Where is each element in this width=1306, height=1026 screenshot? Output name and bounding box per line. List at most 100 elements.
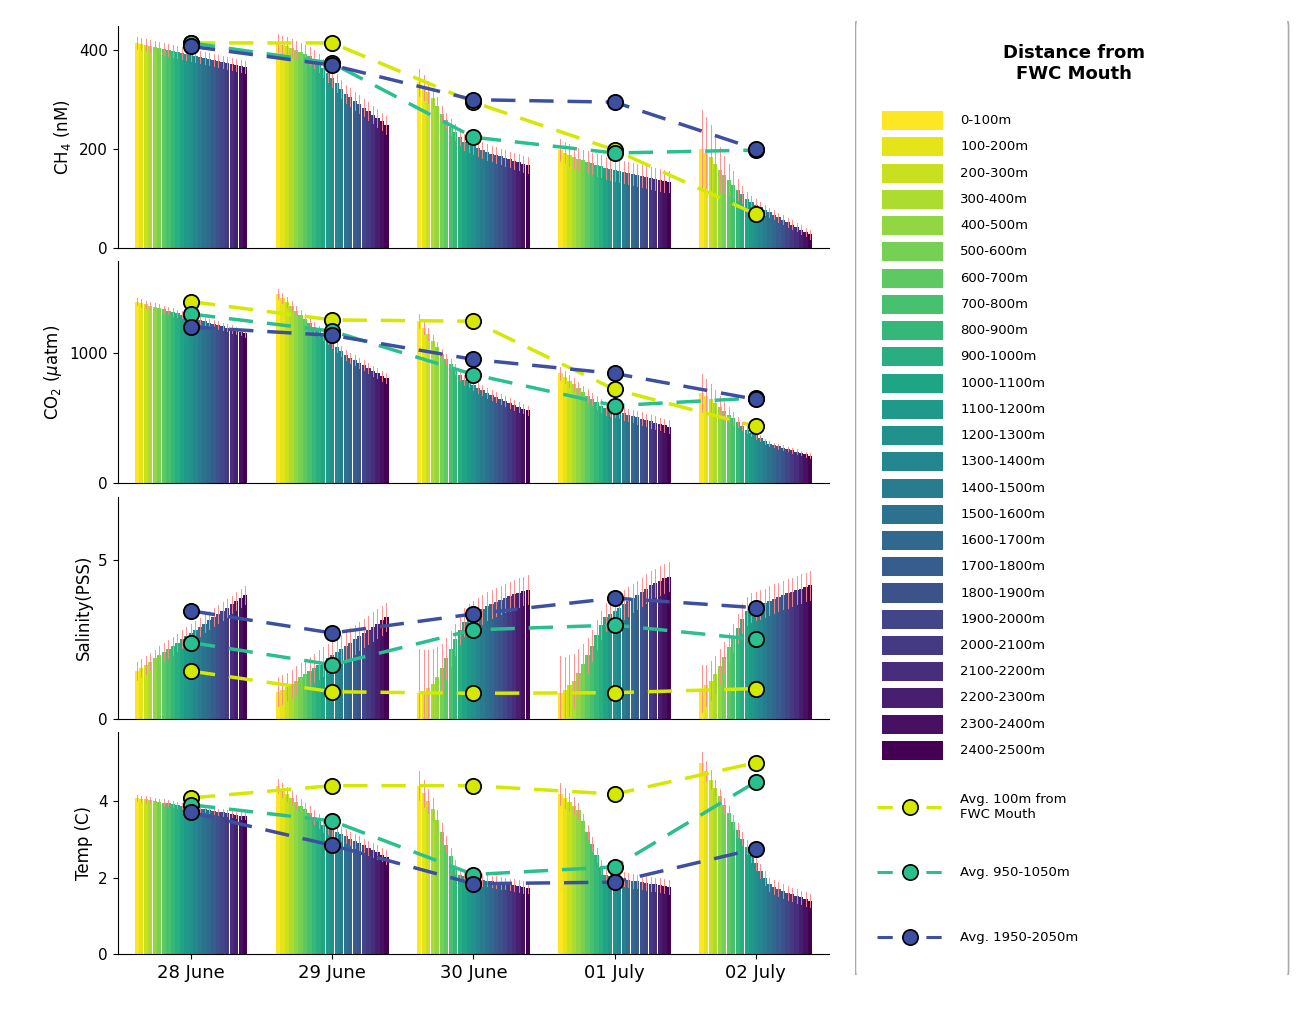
Bar xyxy=(334,347,338,483)
Bar xyxy=(803,587,807,719)
Bar xyxy=(303,674,307,719)
Bar xyxy=(731,638,735,719)
Bar xyxy=(700,688,704,719)
Bar xyxy=(199,56,202,248)
Bar xyxy=(444,359,448,483)
Bar xyxy=(713,403,717,483)
Bar xyxy=(735,190,741,248)
Bar xyxy=(366,368,371,483)
Bar xyxy=(490,395,494,483)
Bar xyxy=(494,602,498,719)
Bar xyxy=(622,879,626,954)
Bar xyxy=(785,449,790,483)
Bar xyxy=(189,633,193,719)
Bar xyxy=(334,653,338,719)
Bar xyxy=(184,636,188,719)
Bar xyxy=(140,303,144,483)
Bar xyxy=(380,376,384,483)
Bar xyxy=(649,422,653,483)
Text: 500-600m: 500-600m xyxy=(960,245,1028,259)
Bar xyxy=(717,169,722,248)
Bar xyxy=(362,633,366,719)
Bar xyxy=(704,685,708,719)
Bar xyxy=(558,373,563,483)
Bar xyxy=(243,67,247,248)
Bar xyxy=(640,592,644,719)
Bar xyxy=(362,108,366,248)
Bar xyxy=(321,825,325,954)
Bar xyxy=(653,583,657,719)
Bar xyxy=(508,596,512,719)
Bar xyxy=(193,807,197,954)
Bar xyxy=(750,856,754,954)
Bar xyxy=(435,677,439,719)
Bar xyxy=(481,150,485,248)
Bar xyxy=(622,604,626,719)
Bar xyxy=(722,804,726,954)
Bar xyxy=(525,410,530,483)
Bar xyxy=(206,621,212,719)
Bar xyxy=(744,430,748,483)
Bar xyxy=(481,390,485,483)
Bar xyxy=(312,60,316,248)
Bar xyxy=(449,127,453,248)
Bar xyxy=(466,619,471,719)
Bar xyxy=(567,155,572,248)
Bar xyxy=(307,814,312,954)
Bar xyxy=(590,399,594,483)
Bar xyxy=(794,451,799,483)
Bar xyxy=(485,393,490,483)
Bar xyxy=(726,647,731,719)
Bar xyxy=(422,327,426,483)
Bar xyxy=(353,841,357,954)
Bar xyxy=(567,685,572,719)
Bar xyxy=(485,880,490,954)
Bar xyxy=(234,65,238,248)
Bar xyxy=(635,418,640,483)
Bar xyxy=(503,598,507,719)
Bar xyxy=(503,401,507,483)
Bar xyxy=(440,668,444,719)
Bar xyxy=(709,157,713,248)
Bar xyxy=(882,137,943,157)
Bar xyxy=(603,874,607,954)
Bar xyxy=(772,887,776,954)
Bar xyxy=(750,202,754,248)
Bar xyxy=(700,762,704,954)
Bar xyxy=(709,780,713,954)
Bar xyxy=(135,798,138,954)
Bar xyxy=(653,423,657,483)
Bar xyxy=(431,683,435,719)
Bar xyxy=(649,177,653,248)
Bar xyxy=(609,876,613,954)
Bar xyxy=(722,174,726,248)
Bar xyxy=(563,378,567,483)
Bar xyxy=(776,218,781,248)
Bar xyxy=(631,598,635,719)
Bar xyxy=(644,589,649,719)
Bar xyxy=(221,326,225,483)
Bar xyxy=(726,814,731,954)
Bar xyxy=(794,590,799,719)
Bar xyxy=(340,648,343,719)
Bar xyxy=(576,673,581,719)
Bar xyxy=(722,411,726,483)
Bar xyxy=(135,302,138,483)
Bar xyxy=(750,433,754,483)
Bar xyxy=(763,603,767,719)
Bar xyxy=(334,832,338,954)
Bar xyxy=(175,804,179,954)
Bar xyxy=(193,55,197,248)
Bar xyxy=(444,659,448,719)
Bar xyxy=(882,478,943,498)
Bar xyxy=(140,798,144,954)
Bar xyxy=(330,78,334,248)
Bar xyxy=(490,154,494,248)
Bar xyxy=(785,893,790,954)
Text: 800-900m: 800-900m xyxy=(960,324,1028,338)
Bar xyxy=(144,665,148,719)
Bar xyxy=(776,890,781,954)
Bar xyxy=(148,306,153,483)
Bar xyxy=(508,884,512,954)
Bar xyxy=(882,163,943,183)
